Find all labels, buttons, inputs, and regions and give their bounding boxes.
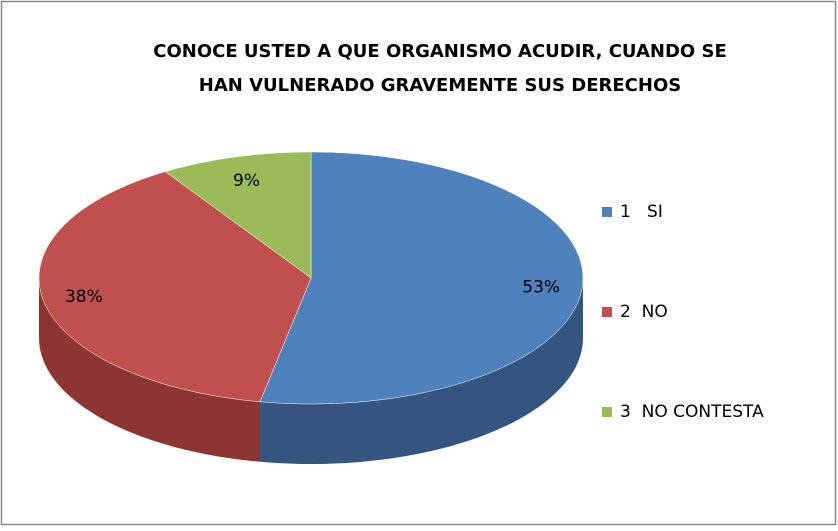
data-label: 53% <box>522 277 560 297</box>
legend-label: 3 NO CONTESTA <box>620 402 764 422</box>
slice <box>38 171 312 403</box>
data-label: 9% <box>233 171 260 191</box>
legend-label: 1 SI <box>620 202 663 222</box>
slice-side <box>39 278 261 462</box>
slice-side <box>260 278 583 464</box>
legend-swatch <box>602 307 612 317</box>
chart-title: HAN VULNERADO GRAVEMENTE SUS DERECHOS <box>199 75 681 96</box>
legend-swatch <box>602 207 612 217</box>
data-label: 38% <box>65 287 103 307</box>
legend-label: 2 NO <box>620 302 668 322</box>
chart-title: CONOCE USTED A QUE ORGANISMO ACUDIR, CUA… <box>153 41 727 62</box>
slice <box>164 151 312 279</box>
slice <box>259 151 584 405</box>
legend-swatch <box>602 407 612 417</box>
